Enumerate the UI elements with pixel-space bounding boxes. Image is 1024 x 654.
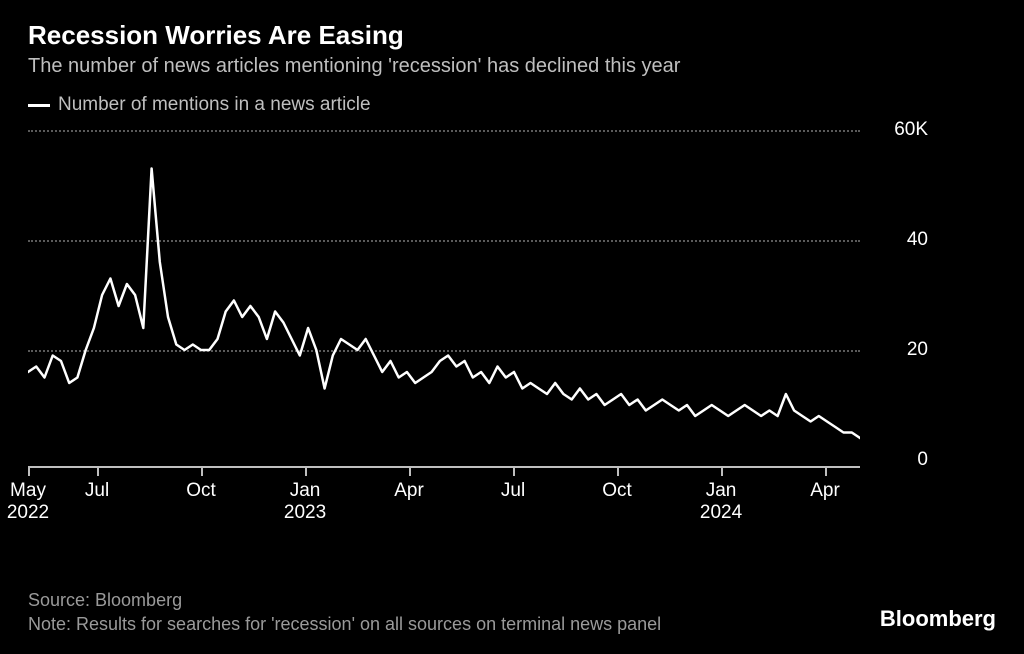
x-tick-mark [97, 466, 99, 476]
chart-footer: Source: Bloomberg Note: Results for sear… [28, 589, 661, 636]
x-tick-mark [617, 466, 619, 476]
legend: Number of mentions in a news article [28, 94, 996, 116]
x-tick-mark [513, 466, 515, 476]
plot-area: 0204060KMay 2022JulOctJan 2023AprJulOctJ… [28, 130, 928, 530]
x-tick-label: Jan 2024 [700, 480, 742, 524]
x-tick-mark [28, 466, 30, 476]
y-tick-label: 20 [907, 339, 928, 361]
chart-title: Recession Worries Are Easing [28, 20, 996, 51]
x-tick-label: Apr [810, 480, 840, 502]
y-tick-label: 0 [917, 449, 928, 471]
source-text: Source: Bloomberg [28, 589, 661, 612]
x-tick-mark [825, 466, 827, 476]
x-tick-label: Jul [85, 480, 109, 502]
x-tick-label: Jan 2023 [284, 480, 326, 524]
x-tick-label: May 2022 [7, 480, 49, 524]
x-axis-line [28, 466, 860, 468]
brand-logo: Bloomberg [880, 606, 996, 632]
x-tick-label: Apr [394, 480, 424, 502]
x-tick-label: Oct [602, 480, 632, 502]
note-text: Note: Results for searches for 'recessio… [28, 613, 661, 636]
chart-subtitle: The number of news articles mentioning '… [28, 55, 996, 78]
x-tick-mark [305, 466, 307, 476]
x-tick-label: Jul [501, 480, 525, 502]
x-tick-mark [409, 466, 411, 476]
legend-label: Number of mentions in a news article [58, 94, 371, 116]
x-tick-label: Oct [186, 480, 216, 502]
y-tick-label: 60K [894, 119, 928, 141]
series-line [28, 130, 860, 460]
legend-swatch [28, 104, 50, 107]
x-tick-mark [721, 466, 723, 476]
x-tick-mark [201, 466, 203, 476]
y-tick-label: 40 [907, 229, 928, 251]
chart-container: Recession Worries Are Easing The number … [0, 0, 1024, 654]
